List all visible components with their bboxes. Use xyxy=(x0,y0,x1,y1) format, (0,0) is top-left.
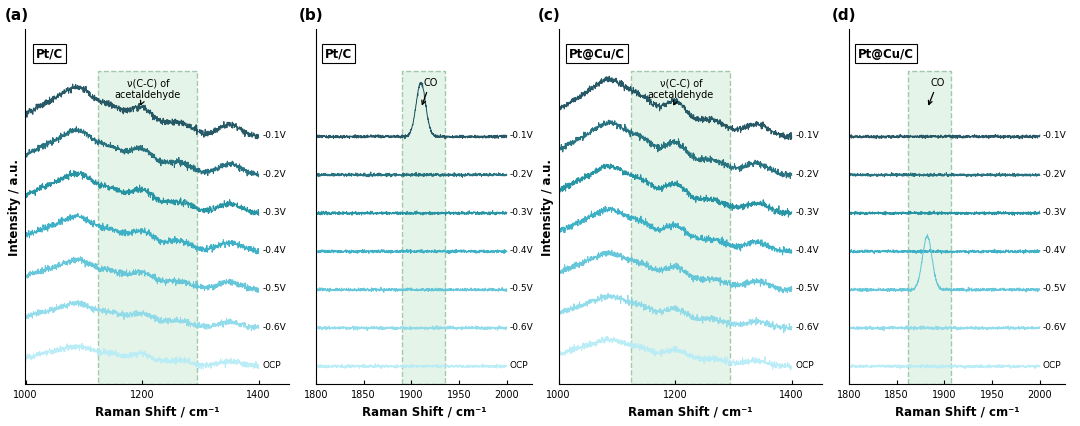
Text: -0.6V: -0.6V xyxy=(795,322,819,331)
Text: -0.5V: -0.5V xyxy=(510,284,534,293)
Text: -0.2V: -0.2V xyxy=(795,169,819,178)
Text: -0.1V: -0.1V xyxy=(1042,131,1066,140)
Bar xyxy=(632,72,730,384)
Text: -0.6V: -0.6V xyxy=(1042,322,1066,331)
Text: (a): (a) xyxy=(4,8,28,23)
Text: -0.4V: -0.4V xyxy=(795,245,819,255)
Bar xyxy=(98,72,198,384)
Text: -0.2V: -0.2V xyxy=(262,169,286,178)
Text: CO: CO xyxy=(929,78,945,105)
Text: -0.2V: -0.2V xyxy=(510,169,534,178)
Text: -0.3V: -0.3V xyxy=(795,207,819,216)
Text: (c): (c) xyxy=(538,8,561,23)
Text: OCP: OCP xyxy=(795,360,814,369)
Text: Pt@Cu/C: Pt@Cu/C xyxy=(858,48,914,60)
Text: OCP: OCP xyxy=(1042,360,1062,369)
Text: (d): (d) xyxy=(832,8,856,23)
Text: -0.4V: -0.4V xyxy=(1042,245,1066,255)
Text: -0.3V: -0.3V xyxy=(1042,207,1066,216)
X-axis label: Raman Shift / cm⁻¹: Raman Shift / cm⁻¹ xyxy=(629,405,753,417)
Text: -0.6V: -0.6V xyxy=(262,322,286,331)
Text: OCP: OCP xyxy=(510,360,528,369)
X-axis label: Raman Shift / cm⁻¹: Raman Shift / cm⁻¹ xyxy=(95,405,219,417)
Y-axis label: Intensity / a.u.: Intensity / a.u. xyxy=(541,159,554,256)
Text: Pt/C: Pt/C xyxy=(325,48,352,60)
Y-axis label: Intensity / a.u.: Intensity / a.u. xyxy=(9,159,22,256)
Text: ν(C-C) of
acetaldehyde: ν(C-C) of acetaldehyde xyxy=(648,78,714,105)
X-axis label: Raman Shift / cm⁻¹: Raman Shift / cm⁻¹ xyxy=(362,405,486,417)
Text: -0.6V: -0.6V xyxy=(510,322,534,331)
Text: -0.3V: -0.3V xyxy=(510,207,534,216)
Text: OCP: OCP xyxy=(262,360,281,369)
Text: -0.1V: -0.1V xyxy=(795,131,819,140)
Text: -0.1V: -0.1V xyxy=(262,131,286,140)
Text: Pt/C: Pt/C xyxy=(36,48,64,60)
Bar xyxy=(908,72,951,384)
Text: -0.1V: -0.1V xyxy=(510,131,534,140)
Text: ν(C-C) of
acetaldehyde: ν(C-C) of acetaldehyde xyxy=(114,78,181,105)
Bar xyxy=(402,72,445,384)
Text: -0.5V: -0.5V xyxy=(795,284,819,293)
Text: (b): (b) xyxy=(299,8,323,23)
Text: Pt@Cu/C: Pt@Cu/C xyxy=(569,48,625,60)
Text: CO: CO xyxy=(422,78,437,105)
Text: -0.5V: -0.5V xyxy=(262,284,286,293)
Text: -0.2V: -0.2V xyxy=(1042,169,1066,178)
Text: -0.3V: -0.3V xyxy=(262,207,286,216)
Text: -0.4V: -0.4V xyxy=(510,245,534,255)
Text: -0.5V: -0.5V xyxy=(1042,284,1066,293)
X-axis label: Raman Shift / cm⁻¹: Raman Shift / cm⁻¹ xyxy=(894,405,1020,417)
Text: -0.4V: -0.4V xyxy=(262,245,286,255)
